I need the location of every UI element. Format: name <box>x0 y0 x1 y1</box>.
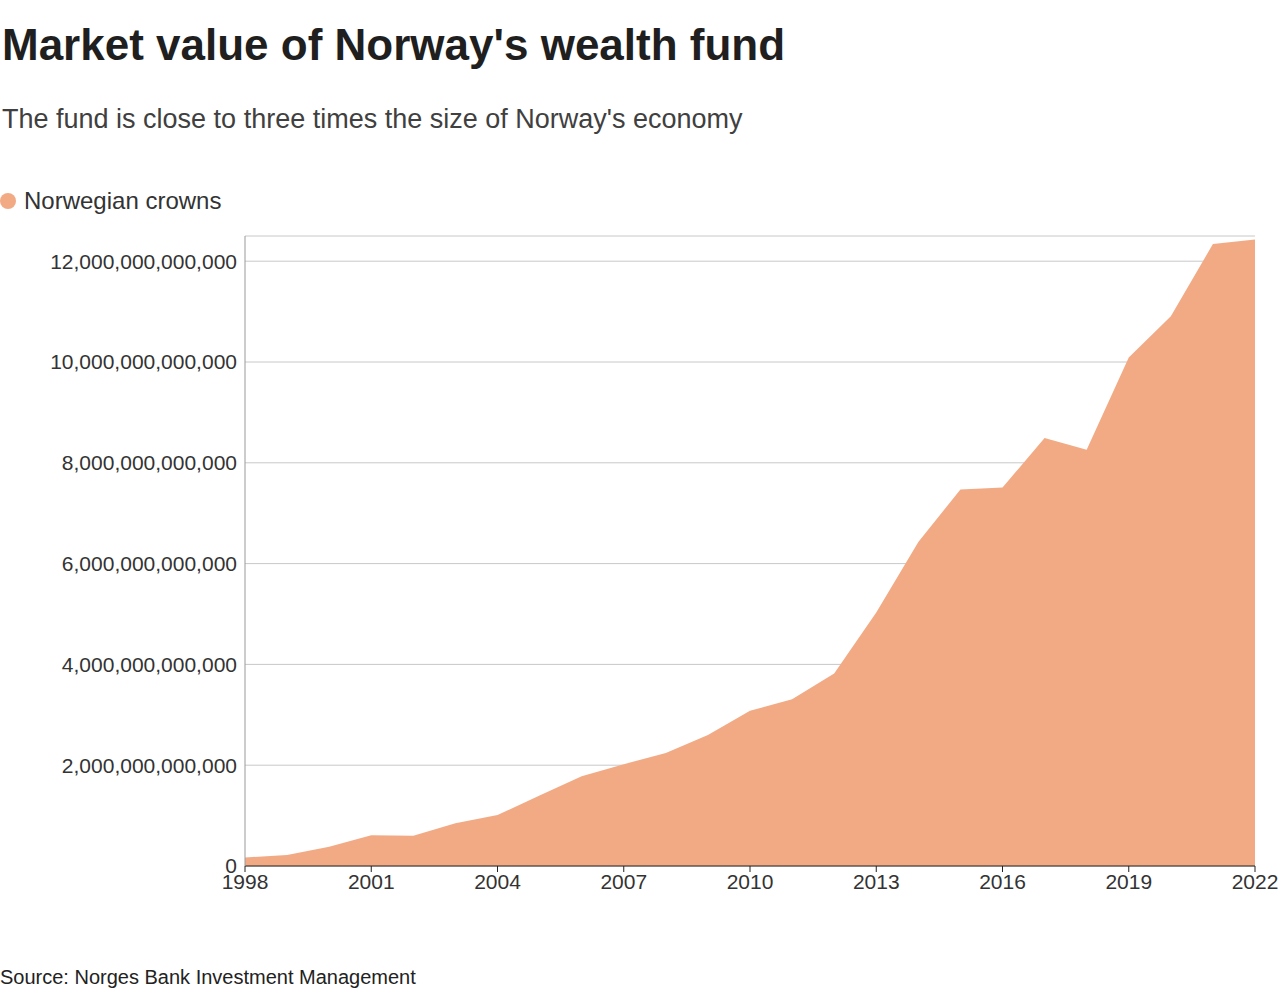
svg-text:2016: 2016 <box>979 870 1026 893</box>
svg-text:10,000,000,000,000: 10,000,000,000,000 <box>50 350 237 373</box>
html-text:The fund is close to three tim: The fund is close to three times the siz… <box>2 104 743 134</box>
svg-text:1998: 1998 <box>221 869 269 893</box>
svg-text:12,000,000,000,000: 12,000,000,000,000 <box>50 250 237 273</box>
html-text:Market value of Norway's wealt: Market value of Norway's wealth fund <box>2 20 786 69</box>
svg-text:6,000,000,000,000: 6,000,000,000,000 <box>62 552 237 575</box>
html-text:Source: Norges Bank Investment: Source: Norges Bank Investment Managemen… <box>0 966 416 988</box>
svg-text:4,000,000,000,000: 4,000,000,000,000 <box>62 653 237 676</box>
svg-text:2010: 2010 <box>727 870 774 893</box>
svg-text:2,000,000,000,000: 2,000,000,000,000 <box>62 754 237 777</box>
html-text:Norwegian crowns: Norwegian crowns <box>24 187 222 214</box>
svg-text:2001: 2001 <box>348 870 395 893</box>
svg-text:2004: 2004 <box>474 870 521 893</box>
svg-text:2022: 2022 <box>1232 870 1279 893</box>
svg-text:8,000,000,000,000: 8,000,000,000,000 <box>62 451 237 474</box>
svg-text:2019: 2019 <box>1105 870 1152 893</box>
svg-text:2007: 2007 <box>600 870 647 893</box>
svg-text:0: 0 <box>225 854 237 877</box>
svg-text:2013: 2013 <box>853 870 900 893</box>
